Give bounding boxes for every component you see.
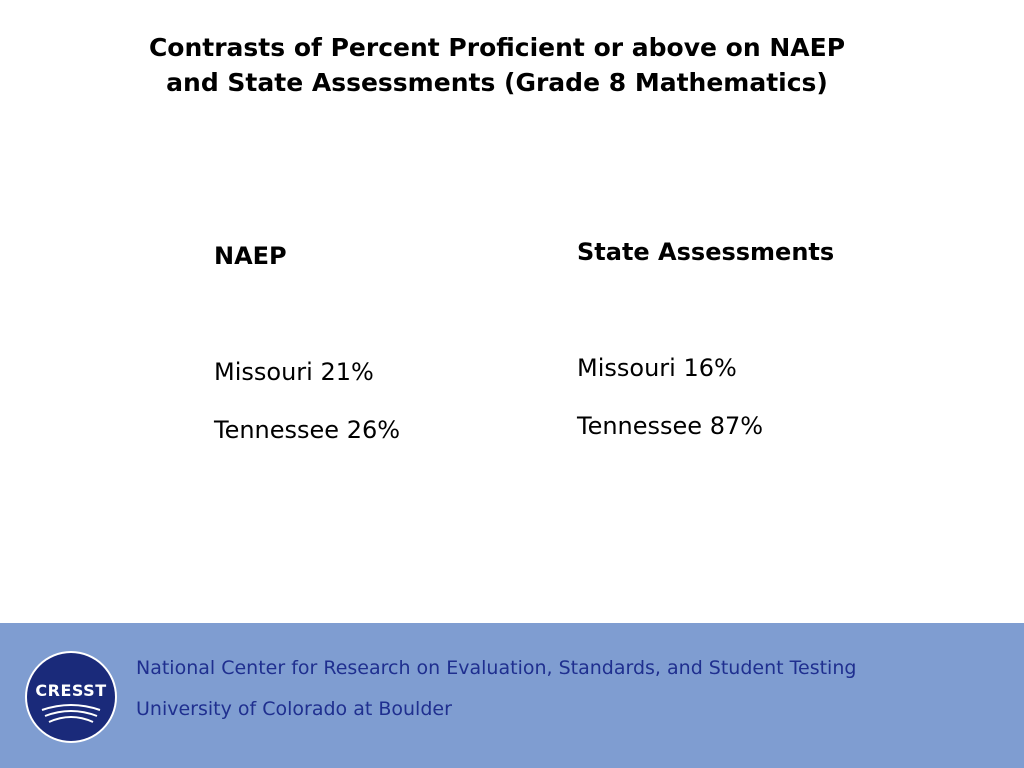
naep-row-tennessee: Tennessee 26% [214, 416, 401, 444]
cresst-logo-text: CRESST [35, 681, 107, 700]
slide-title-line-2: and State Assessments (Grade 8 Mathemati… [166, 68, 828, 97]
slide-title: Contrasts of Percent Proficient or above… [0, 30, 994, 100]
state-row-missouri: Missouri 16% [577, 354, 737, 382]
naep-row-missouri: Missouri 21% [214, 358, 374, 386]
state-assessments-column: State Assessments Missouri 16% Tennessee… [577, 234, 997, 440]
naep-column: NAEP Missouri 21% Tennessee 26% [214, 238, 544, 444]
cresst-logo: CRESST [24, 650, 118, 744]
state-assessments-heading: State Assessments [577, 238, 835, 266]
naep-heading: NAEP [214, 242, 287, 270]
footer-banner: CRESST National Center for Research on E… [0, 623, 1024, 768]
slide-title-line-1: Contrasts of Percent Proficient or above… [148, 33, 846, 62]
cresst-logo-emblem-icon [25, 651, 117, 743]
state-row-tennessee: Tennessee 87% [577, 412, 764, 440]
footer-university-name: University of Colorado at Boulder [136, 698, 452, 720]
footer-organization-name: National Center for Research on Evaluati… [136, 657, 857, 679]
